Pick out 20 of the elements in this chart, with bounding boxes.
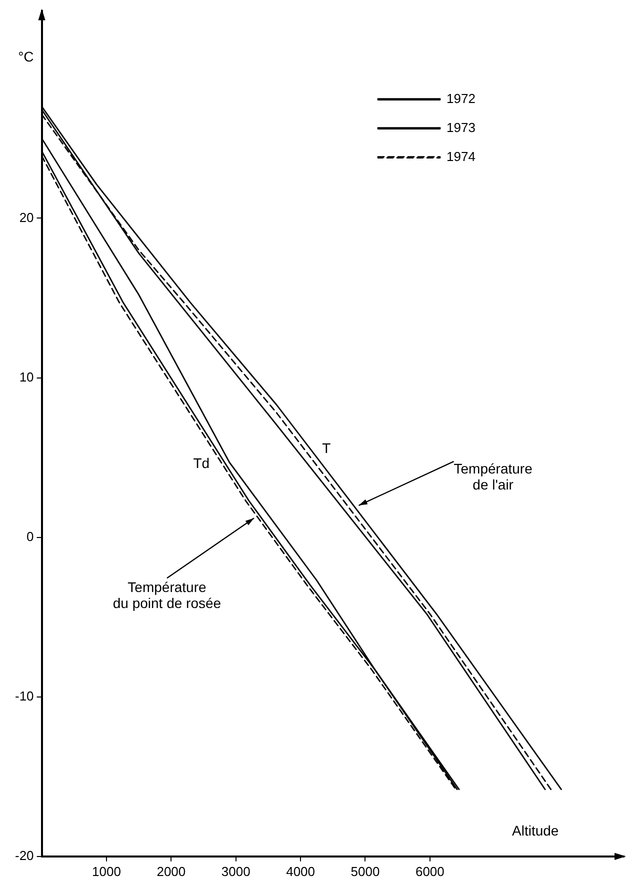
x-tick-label: 3000 [221,864,250,879]
x-tick-label: 2000 [156,864,186,879]
legend-label: 1972 [446,90,476,106]
y-tick-label: 20 [19,210,34,225]
annotation: T [322,440,332,456]
x-tick-label: 1000 [92,864,121,879]
y-tick-label: -20 [14,848,34,863]
annotation: Température du point de rosée [112,579,222,612]
y-axis-title: °C [18,48,34,65]
legend-label: 1973 [446,120,476,135]
annotation: Température de l'air [454,460,533,492]
x-tick-label: 5000 [350,864,380,879]
y-tick-label: -10 [14,688,34,704]
y-tick-label: 0 [26,528,34,544]
x-tick-label: 6000 [415,864,444,879]
y-tick-label: 10 [19,369,34,384]
x-axis-title: Altitude [512,822,559,838]
x-tick-label: 4000 [286,864,316,879]
annotation: Td [193,455,210,472]
legend-label: 1974 [446,148,476,164]
